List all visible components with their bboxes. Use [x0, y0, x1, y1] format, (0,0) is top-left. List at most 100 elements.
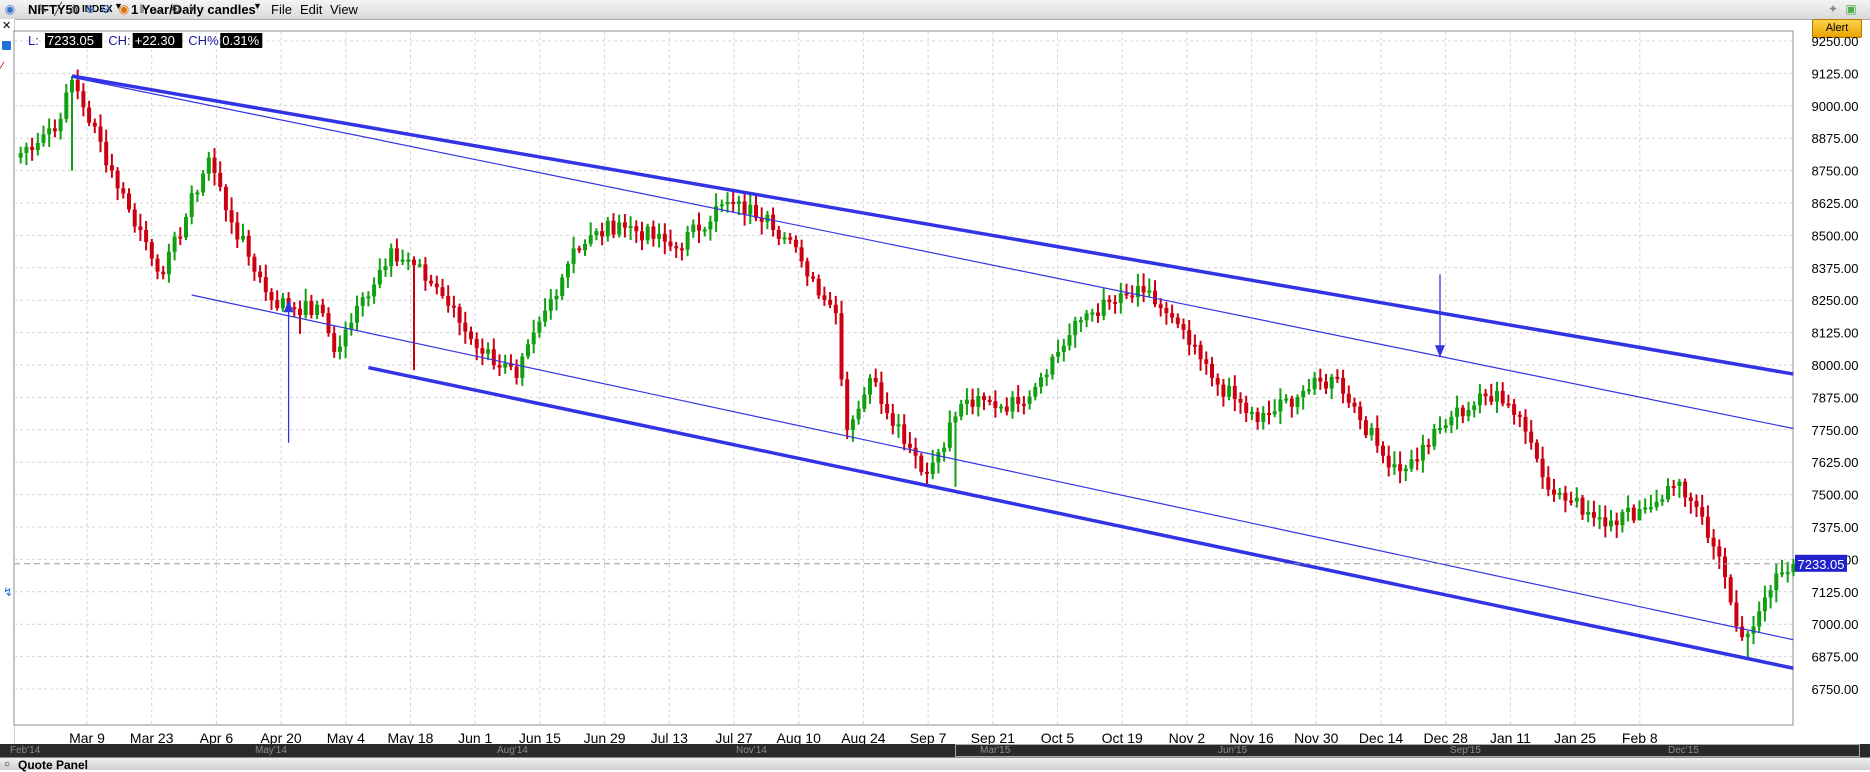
y-tick-label: 6875.00 [1812, 650, 1859, 665]
pencil-icon[interactable]: ✎ [36, 2, 48, 16]
price-body [292, 307, 297, 310]
price-body [469, 331, 473, 340]
price-body [1398, 464, 1403, 472]
zoom-in-icon[interactable]: ⊕ [84, 2, 96, 16]
timeline-navigator[interactable]: Feb'14 May'14 Aug'14 Nov'14 Mar'15 Jun'15 Sep'… [0, 744, 1870, 757]
price-body [252, 256, 257, 272]
price-body [1198, 344, 1203, 360]
period-selector[interactable]: 1 Year/Daily candles [131, 2, 256, 17]
price-body [1757, 611, 1762, 627]
price-body [537, 321, 542, 333]
price-body [1238, 398, 1243, 403]
x-tick-label: Nov 30 [1294, 730, 1339, 744]
y-tick-label: 7125.00 [1812, 585, 1859, 600]
price-body [1267, 413, 1271, 416]
symbol-name[interactable]: NIFTY50 [28, 2, 81, 17]
window-icon[interactable]: ▣ [1845, 2, 1857, 16]
price-body [754, 204, 758, 219]
price-body [531, 332, 536, 345]
cursor-tool-icon[interactable] [2, 41, 11, 50]
price-body [571, 248, 576, 264]
quote-panel-header[interactable]: ○ Quote Panel [0, 757, 1870, 772]
pin-icon[interactable]: ✦ [1827, 2, 1839, 16]
price-body [708, 221, 713, 230]
settings-icon[interactable]: ⚙ [170, 2, 182, 16]
menu-edit[interactable]: Edit [300, 2, 323, 17]
price-body [839, 313, 844, 380]
price-body [925, 471, 929, 474]
quote-last-value: 7233.05 [47, 33, 94, 48]
y-tick-label: 8875.00 [1812, 131, 1859, 146]
price-body [873, 377, 878, 383]
expand-icon[interactable]: ○ [4, 759, 11, 770]
price-body [1643, 507, 1648, 510]
price-body [503, 363, 508, 368]
close-icon[interactable]: ✕ [2, 20, 12, 32]
x-tick-label: Sep 21 [971, 730, 1016, 744]
price-body [1210, 363, 1214, 378]
price-body [1318, 377, 1323, 382]
split-icon[interactable]: ‖ [139, 2, 145, 16]
symbol-type[interactable]: INDEX [82, 4, 113, 15]
symbol-dropdown-icon[interactable]: ▼ [114, 1, 123, 11]
price-body [1705, 516, 1710, 538]
price-body [1540, 458, 1545, 478]
price-body [497, 365, 502, 368]
fork-icon[interactable]: ⋔ [68, 2, 80, 16]
price-body [805, 261, 810, 277]
price-body [218, 172, 223, 187]
price-body [41, 134, 46, 143]
navigator-window[interactable] [955, 744, 1860, 757]
price-body [383, 266, 388, 270]
line-tool-icon[interactable]: ∕ [1, 59, 4, 73]
price-body [1170, 313, 1175, 318]
price-body [605, 220, 610, 237]
price-body [377, 269, 382, 285]
navigator-label: Jun'15 [1218, 745, 1248, 756]
price-body [1432, 428, 1437, 447]
menu-file[interactable]: File [271, 2, 292, 17]
price-body [394, 248, 399, 262]
price-body [691, 224, 696, 233]
price-chart[interactable]: 9250.00 9125.00 9000.00 8875.00 8750.00 8625.… [0, 19, 1870, 744]
price-body [1460, 407, 1465, 417]
menu-view[interactable]: View [330, 2, 358, 17]
alert-button[interactable]: Alert [1812, 19, 1862, 38]
price-body [446, 295, 451, 306]
price-body [953, 416, 958, 423]
price-body [1158, 304, 1163, 309]
price-body [1107, 299, 1112, 302]
price-body [1785, 572, 1790, 575]
quote-change-label: CH: [108, 33, 130, 48]
price-body [417, 264, 422, 267]
price-body [1078, 320, 1083, 323]
zoom-out-icon[interactable]: ⊖ [100, 2, 112, 16]
price-body [1654, 501, 1659, 508]
price-body [885, 403, 890, 414]
fit-icon[interactable]: ↔ [152, 2, 164, 16]
trendline-icon[interactable]: ╱ [54, 2, 62, 16]
price-body [1386, 455, 1391, 468]
price-body [554, 295, 559, 300]
price-body [508, 363, 513, 367]
price-body [1580, 497, 1585, 515]
app-menu-icon[interactable]: ◉ [4, 2, 16, 16]
price-body [936, 452, 941, 463]
price-body [668, 241, 673, 247]
crosshair-icon[interactable]: ◉ [118, 2, 130, 16]
price-body [30, 146, 35, 151]
more-icon[interactable]: ▼ [187, 4, 197, 14]
price-body [1295, 397, 1300, 407]
price-body [1050, 356, 1055, 375]
price-body [697, 224, 701, 231]
price-body [463, 322, 468, 332]
price-body [982, 396, 986, 400]
price-body [1489, 396, 1494, 402]
price-body [406, 259, 411, 262]
price-body [548, 299, 553, 311]
price-body [742, 201, 747, 215]
scroll-icon[interactable]: ↯ [3, 585, 14, 599]
period-dropdown-icon[interactable]: ▼ [253, 1, 262, 11]
price-body [149, 242, 154, 259]
price-body [75, 79, 80, 92]
